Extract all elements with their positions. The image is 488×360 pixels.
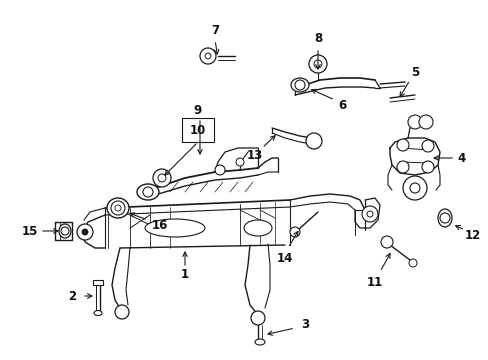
Circle shape	[153, 169, 171, 187]
Text: 3: 3	[300, 319, 308, 332]
Text: 5: 5	[410, 66, 418, 78]
Text: 7: 7	[210, 23, 219, 36]
Circle shape	[396, 161, 408, 173]
Ellipse shape	[244, 220, 271, 236]
Bar	[93, 280, 103, 285]
Circle shape	[380, 236, 392, 248]
Circle shape	[305, 133, 321, 149]
Circle shape	[409, 183, 419, 193]
Circle shape	[158, 174, 165, 182]
Text: 16: 16	[151, 219, 168, 231]
Circle shape	[308, 55, 326, 73]
Circle shape	[439, 213, 449, 223]
Circle shape	[250, 311, 264, 325]
Circle shape	[396, 139, 408, 151]
Circle shape	[421, 140, 433, 152]
Text: 15: 15	[22, 225, 38, 238]
Text: 4: 4	[457, 152, 465, 165]
Ellipse shape	[59, 224, 71, 238]
Circle shape	[61, 227, 69, 235]
Circle shape	[142, 187, 153, 197]
Text: 10: 10	[189, 123, 206, 136]
Circle shape	[313, 60, 321, 68]
Ellipse shape	[254, 339, 264, 345]
Text: 14: 14	[276, 252, 293, 265]
Circle shape	[294, 80, 305, 90]
Circle shape	[204, 53, 210, 59]
Ellipse shape	[94, 310, 102, 315]
Circle shape	[115, 205, 121, 211]
Bar	[182, 118, 214, 142]
Circle shape	[361, 206, 377, 222]
Text: 11: 11	[366, 275, 382, 288]
Circle shape	[215, 165, 224, 175]
Circle shape	[200, 48, 216, 64]
Circle shape	[418, 115, 432, 129]
Ellipse shape	[137, 184, 159, 200]
Text: 2: 2	[68, 289, 76, 302]
Circle shape	[366, 211, 372, 217]
Text: 9: 9	[193, 104, 202, 117]
Text: 13: 13	[246, 149, 263, 162]
Ellipse shape	[107, 198, 129, 218]
Ellipse shape	[437, 209, 451, 227]
Circle shape	[407, 115, 421, 129]
Circle shape	[289, 227, 299, 237]
Text: 6: 6	[337, 99, 346, 112]
Circle shape	[82, 229, 88, 235]
Circle shape	[111, 201, 125, 215]
Circle shape	[421, 161, 433, 173]
Text: 1: 1	[181, 269, 189, 282]
Ellipse shape	[145, 219, 204, 237]
Circle shape	[77, 224, 93, 240]
Text: 12: 12	[464, 229, 480, 242]
Ellipse shape	[290, 78, 308, 92]
Circle shape	[402, 176, 426, 200]
Text: 8: 8	[313, 32, 322, 45]
Circle shape	[236, 158, 244, 166]
Circle shape	[408, 259, 416, 267]
Circle shape	[115, 305, 129, 319]
